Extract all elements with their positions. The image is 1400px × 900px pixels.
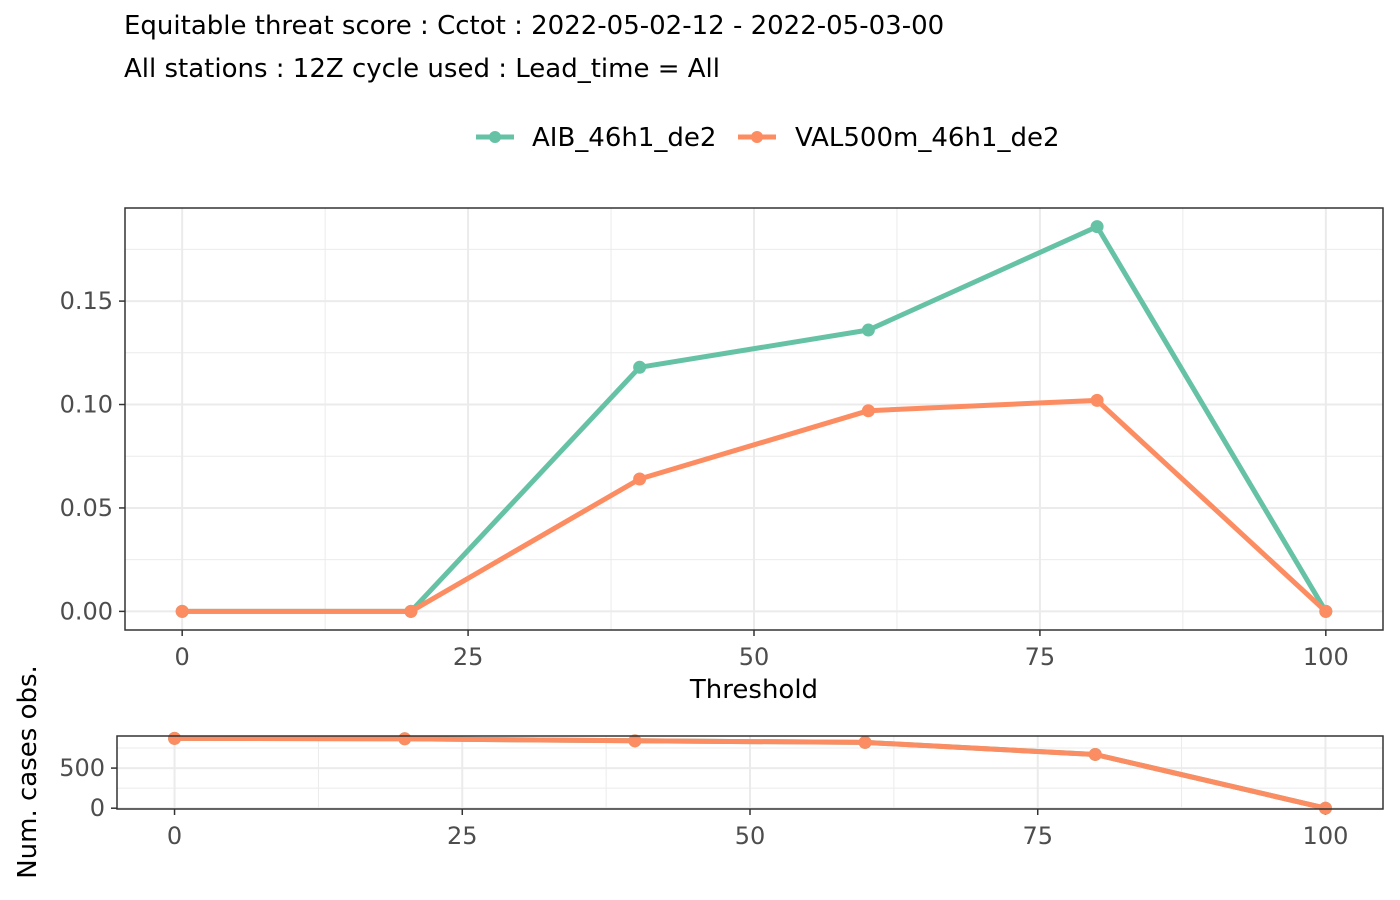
series-line-VAL500m_46h1_de2 (174, 735, 1327, 811)
x-tick-label: 100 (1303, 822, 1349, 850)
y-tick-label: 0.05 (60, 494, 113, 522)
x-tick-label: 100 (1303, 643, 1349, 671)
data-point-AIB_46h1_de2 (633, 360, 647, 374)
x-tick-label: 25 (447, 822, 478, 850)
data-point-VAL500m_46h1_de2 (404, 604, 418, 618)
obs-count-panel: 0 25 50 75 100 0 500 (59, 731, 1384, 850)
x-tick-label: 50 (735, 822, 766, 850)
data-point-VAL500m_46h1_de2 (628, 734, 642, 748)
legend-marker-val500m (751, 131, 763, 143)
y-axis-label-obs: Num. cases obs. (13, 665, 43, 879)
legend-label-aib: AIB_46h1_de2 (532, 123, 716, 153)
data-point-AIB_46h1_de2 (861, 323, 875, 337)
data-point-VAL500m_46h1_de2 (858, 735, 872, 749)
data-point-VAL500m_46h1_de2 (633, 472, 647, 486)
data-point-VAL500m_46h1_de2 (1319, 604, 1333, 618)
legend: AIB_46h1_de2 VAL500m_46h1_de2 (476, 123, 1060, 153)
data-point-VAL500m_46h1_de2 (1088, 747, 1102, 761)
chart-title: Equitable threat score : Cctot : 2022-05… (124, 11, 944, 41)
data-point-VAL500m_46h1_de2 (398, 732, 412, 746)
series-line-VAL500m_46h1_de2 (182, 397, 1328, 614)
y-tick-label: 500 (59, 754, 105, 782)
chart-subtitle: All stations : 12Z cycle used : Lead_tim… (124, 54, 720, 84)
data-point-VAL500m_46h1_de2 (168, 731, 182, 745)
x-tick-label: 50 (739, 643, 770, 671)
x-tick-label: 25 (453, 643, 484, 671)
x-tick-label: 75 (1025, 643, 1056, 671)
legend-label-val500m: VAL500m_46h1_de2 (795, 123, 1060, 153)
y-tick-label: 0 (90, 794, 105, 822)
legend-marker-aib (489, 131, 501, 143)
x-tick-label: 0 (167, 822, 182, 850)
x-axis-label: Threshold (689, 675, 818, 705)
panel-border (116, 735, 1384, 810)
x-tick-label: 75 (1022, 822, 1053, 850)
y-tick-label: 0.15 (60, 287, 113, 315)
main-plot-panel: 0 25 50 75 100 0.00 0.05 0.10 0.15 (60, 207, 1384, 671)
y-tick-label: 0.10 (60, 391, 113, 419)
data-point-VAL500m_46h1_de2 (1318, 801, 1332, 815)
data-point-VAL500m_46h1_de2 (175, 604, 189, 618)
data-point-AIB_46h1_de2 (1090, 220, 1104, 234)
y-tick-label: 0.00 (60, 597, 113, 625)
panel-border (124, 207, 1384, 631)
x-tick-label: 0 (175, 643, 190, 671)
data-point-VAL500m_46h1_de2 (1090, 393, 1104, 407)
data-point-VAL500m_46h1_de2 (861, 404, 875, 418)
